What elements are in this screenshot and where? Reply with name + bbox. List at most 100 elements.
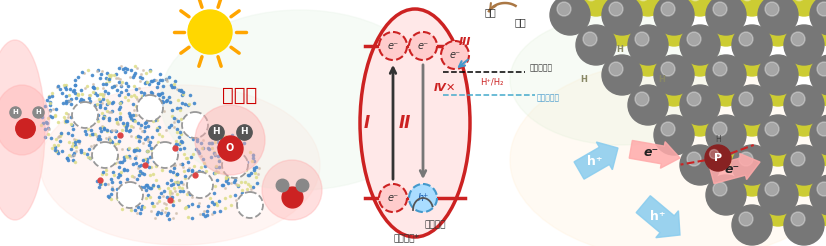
- Circle shape: [819, 20, 826, 31]
- Circle shape: [794, 110, 805, 121]
- Circle shape: [742, 110, 752, 121]
- Circle shape: [736, 0, 768, 16]
- Circle shape: [550, 0, 590, 35]
- Text: 深層捕獲態: 深層捕獲態: [537, 93, 560, 103]
- Text: h⁺: h⁺: [586, 155, 602, 168]
- Circle shape: [732, 145, 772, 185]
- Circle shape: [661, 62, 675, 76]
- Circle shape: [117, 182, 143, 208]
- Circle shape: [794, 0, 805, 1]
- Text: h⁺: h⁺: [650, 210, 666, 223]
- Circle shape: [758, 175, 798, 215]
- Circle shape: [706, 55, 746, 95]
- Circle shape: [742, 0, 752, 1]
- Circle shape: [765, 122, 779, 136]
- Circle shape: [817, 182, 826, 196]
- Text: 三乙醇胺: 三乙醇胺: [425, 220, 446, 230]
- Circle shape: [713, 62, 727, 76]
- FancyArrow shape: [710, 154, 760, 184]
- Circle shape: [736, 104, 768, 136]
- Text: H: H: [581, 76, 587, 84]
- Circle shape: [715, 139, 727, 151]
- Text: H: H: [240, 127, 248, 137]
- Circle shape: [628, 85, 668, 125]
- FancyArrow shape: [629, 140, 680, 168]
- Circle shape: [739, 32, 753, 46]
- Circle shape: [690, 0, 700, 1]
- Circle shape: [680, 85, 720, 125]
- Ellipse shape: [0, 40, 45, 220]
- Text: H: H: [715, 135, 721, 143]
- Circle shape: [810, 55, 826, 95]
- Circle shape: [663, 20, 675, 31]
- Circle shape: [602, 55, 642, 95]
- Circle shape: [788, 44, 820, 76]
- Circle shape: [661, 122, 675, 136]
- Circle shape: [658, 14, 690, 46]
- Circle shape: [706, 115, 746, 155]
- Circle shape: [237, 192, 263, 218]
- Circle shape: [736, 164, 768, 196]
- Circle shape: [441, 41, 469, 69]
- Text: h⁺: h⁺: [417, 193, 429, 203]
- Text: 三乙醇胺*: 三乙醇胺*: [394, 233, 420, 243]
- Circle shape: [635, 92, 649, 106]
- Circle shape: [758, 0, 798, 35]
- Text: IV: IV: [434, 83, 446, 93]
- Circle shape: [784, 145, 824, 185]
- Circle shape: [814, 194, 826, 226]
- Circle shape: [794, 169, 805, 181]
- Circle shape: [188, 10, 232, 54]
- Circle shape: [557, 2, 571, 16]
- Circle shape: [580, 0, 612, 16]
- Circle shape: [606, 14, 638, 46]
- Circle shape: [791, 92, 805, 106]
- Circle shape: [814, 74, 826, 106]
- Circle shape: [767, 139, 779, 151]
- Circle shape: [602, 0, 642, 35]
- Circle shape: [810, 175, 826, 215]
- Circle shape: [767, 20, 779, 31]
- Text: II: II: [399, 114, 411, 132]
- Circle shape: [72, 102, 98, 128]
- Circle shape: [663, 80, 675, 91]
- Circle shape: [706, 175, 746, 215]
- Circle shape: [710, 14, 742, 46]
- Circle shape: [791, 212, 805, 226]
- Circle shape: [817, 122, 826, 136]
- Circle shape: [687, 32, 701, 46]
- Text: H: H: [658, 76, 666, 84]
- Circle shape: [638, 50, 648, 61]
- Circle shape: [654, 115, 694, 155]
- Circle shape: [632, 0, 664, 16]
- FancyArrow shape: [574, 142, 618, 179]
- Text: 淺層捕獲態: 淺層捕獲態: [530, 63, 553, 73]
- Circle shape: [583, 32, 597, 46]
- Circle shape: [705, 145, 731, 171]
- Circle shape: [576, 25, 616, 65]
- Circle shape: [784, 25, 824, 65]
- Circle shape: [706, 0, 746, 35]
- Circle shape: [609, 62, 623, 76]
- Circle shape: [713, 122, 727, 136]
- Circle shape: [680, 145, 720, 185]
- Circle shape: [762, 74, 794, 106]
- Circle shape: [710, 134, 742, 166]
- Circle shape: [632, 44, 664, 76]
- Circle shape: [92, 142, 118, 168]
- Text: e⁻: e⁻: [387, 41, 399, 51]
- Circle shape: [758, 115, 798, 155]
- Circle shape: [767, 200, 779, 211]
- Circle shape: [611, 20, 623, 31]
- Text: e⁻: e⁻: [449, 50, 461, 60]
- Text: H: H: [212, 127, 220, 137]
- Circle shape: [762, 194, 794, 226]
- Circle shape: [638, 0, 648, 1]
- Circle shape: [690, 110, 700, 121]
- Circle shape: [409, 184, 437, 212]
- Circle shape: [814, 14, 826, 46]
- Circle shape: [765, 2, 779, 16]
- Circle shape: [715, 80, 727, 91]
- Text: e⁻: e⁻: [724, 163, 739, 176]
- Circle shape: [819, 139, 826, 151]
